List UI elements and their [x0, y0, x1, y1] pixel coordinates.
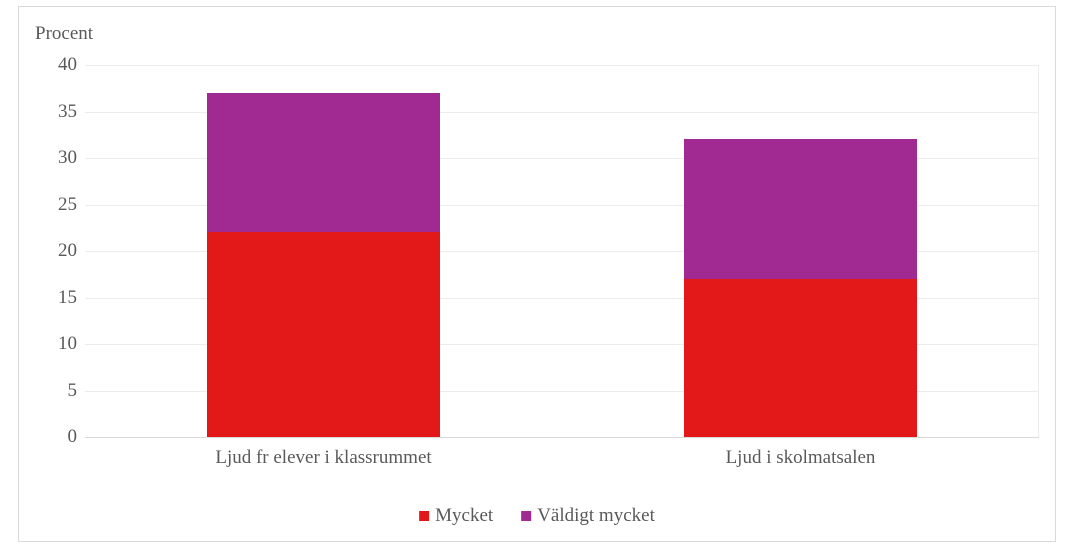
ytick-label: 30	[31, 147, 77, 169]
ytick-label: 5	[31, 380, 77, 402]
plot-right-border	[1038, 65, 1039, 437]
legend: Mycket Väldigt mycket	[419, 505, 655, 527]
gridline	[85, 437, 1039, 438]
bar-segment	[207, 93, 441, 233]
y-axis-label: Procent	[35, 23, 93, 45]
bar-segment	[684, 279, 918, 437]
legend-label: Mycket	[435, 505, 493, 527]
chart-frame: 0 5 10 15 20 25 30 35 40 Procent Ljud fr elever i …	[18, 6, 1056, 542]
bar-segment	[684, 139, 918, 279]
legend-item: Väldigt mycket	[521, 505, 655, 527]
legend-item: Mycket	[419, 505, 493, 527]
legend-swatch	[419, 511, 429, 521]
ytick-label: 20	[31, 240, 77, 262]
ytick-label: 40	[31, 54, 77, 76]
gridline	[85, 65, 1039, 66]
bar-segment	[207, 232, 441, 437]
plot-area	[85, 65, 1039, 437]
ytick-label: 15	[31, 287, 77, 309]
ytick-label: 35	[31, 101, 77, 123]
xtick-label: Ljud i skolmatsalen	[726, 447, 876, 469]
ytick-label: 0	[31, 426, 77, 448]
xtick-label: Ljud fr elever i klassrummet	[215, 447, 431, 469]
ytick-label: 10	[31, 333, 77, 355]
ytick-label: 25	[31, 194, 77, 216]
legend-swatch	[521, 511, 531, 521]
legend-label: Väldigt mycket	[537, 505, 655, 527]
